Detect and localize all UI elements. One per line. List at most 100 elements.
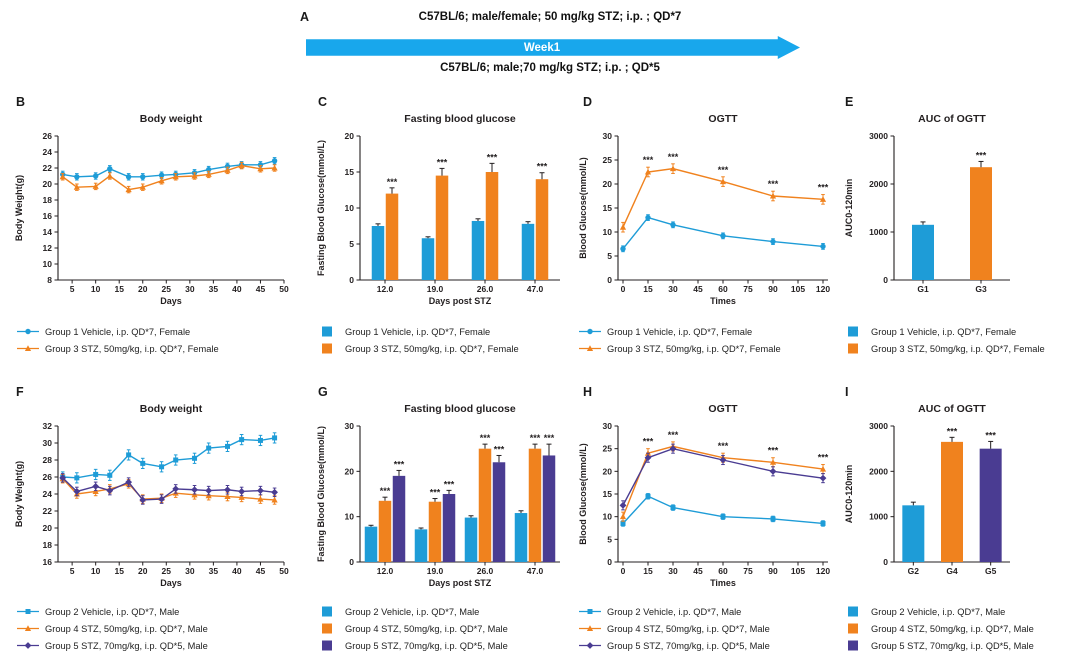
tick-label: 60	[718, 284, 728, 294]
tick-label: 28	[43, 455, 53, 465]
legend-marker-rect-icon	[322, 640, 332, 651]
panel-c-chart: Fasting blood glucose 0 5 10 15 20 Fasting Blo…	[312, 106, 570, 325]
legend-label: Group 3 STZ, 50mg/kg, i.p. QD*7, Female	[45, 343, 219, 354]
square-marker	[620, 520, 626, 526]
significance-stars: ***	[718, 441, 729, 451]
tick-label: 26	[43, 472, 53, 482]
legend-marker-triangle-icon	[17, 625, 39, 631]
tick-label: 30	[43, 438, 53, 448]
legend-item: Group 3 STZ, 50mg/kg, i.p. QD*7, Female	[16, 341, 219, 356]
bar	[378, 500, 392, 562]
tick-label: 25	[603, 444, 613, 454]
chart-svg-G: Fasting blood glucose 0 10 20 30 Fasting Bloo…	[316, 403, 560, 588]
tick-label: G2	[908, 566, 920, 576]
diamond-marker	[59, 474, 67, 482]
legend-label: Group 5 STZ, 70mg/kg, i.p. QD*5, Male	[871, 640, 1034, 651]
legend-item: Group 3 STZ, 50mg/kg, i.p. QD*7, Female	[842, 341, 1045, 356]
tick-label: 0	[883, 557, 888, 567]
legend-marker-rect-icon	[848, 640, 858, 651]
tick-label: 26	[43, 131, 53, 141]
tick-label: 18	[43, 195, 53, 205]
tick-label: 15	[643, 284, 653, 294]
legend-swatch	[848, 606, 858, 617]
legend-swatch	[848, 326, 858, 337]
legend-item: Group 1 Vehicle, i.p. QD*7, Female	[16, 324, 219, 339]
legend-label: Group 2 Vehicle, i.p. QD*7, Male	[871, 606, 1006, 617]
significance-stars: ***	[976, 150, 987, 160]
square-marker	[74, 475, 80, 481]
chart-svg-B: Body weight 8 10 12 14 16 18 20 22 24 26 Body Weigh…	[14, 113, 289, 306]
diamond-marker	[205, 487, 213, 494]
diamond-marker	[719, 456, 727, 464]
tick-label: 105	[791, 566, 805, 576]
tick-label: 47.0	[527, 284, 544, 294]
chart-svg-I: AUC of OGTT 0 1000 2000 3000 AUC0-120min G2 G4 G…	[844, 403, 1010, 576]
legend-label: Group 4 STZ, 50mg/kg, i.p. QD*7, Male	[871, 623, 1034, 634]
chart-title: Body weight	[140, 113, 203, 125]
triangle-marker	[205, 492, 212, 499]
panel-d-label: D	[583, 95, 593, 109]
tick-label: 10	[91, 284, 101, 294]
significance-stars: ***	[643, 155, 654, 165]
y-axis-label: Body Weight(g)	[14, 461, 24, 527]
legend-item: Group 3 STZ, 50mg/kg, i.p. QD*7, Female	[316, 341, 519, 356]
legend-marker-square-icon	[579, 609, 601, 614]
tick-label: 25	[162, 566, 172, 576]
triangle-marker	[669, 165, 677, 172]
diamond-marker	[125, 478, 133, 486]
legend-label: Group 1 Vehicle, i.p. QD*7, Female	[871, 326, 1017, 337]
legend-swatch	[322, 623, 332, 634]
chart-title: OGTT	[708, 113, 738, 125]
triangle-marker	[586, 625, 594, 631]
panel-c-legend: Group 1 Vehicle, i.p. QD*7, Female Group …	[316, 324, 519, 356]
significance-stars: ***	[668, 152, 679, 162]
legend-swatch	[322, 326, 332, 337]
circle-marker	[74, 174, 80, 180]
tick-label: 0	[621, 284, 626, 294]
square-marker	[645, 493, 651, 499]
tick-label: 30	[668, 566, 678, 576]
square-marker	[140, 460, 146, 466]
legend-marker-diamond-icon	[579, 642, 601, 649]
tick-label: G3	[975, 284, 987, 294]
tick-label: 35	[209, 566, 219, 576]
legend-label: Group 4 STZ, 50mg/kg, i.p. QD*7, Male	[45, 623, 208, 634]
chart-title: Fasting blood glucose	[404, 113, 516, 125]
panel-g-label: G	[318, 385, 328, 399]
circle-marker	[720, 233, 726, 239]
triangle-marker	[106, 172, 113, 179]
significance-stars: ***	[985, 430, 996, 440]
triangle-marker	[586, 345, 594, 351]
triangle-marker	[819, 196, 827, 202]
square-marker	[107, 472, 113, 478]
x-axis-label: Times	[710, 296, 736, 306]
tick-label: 45	[693, 284, 703, 294]
panel-i-legend: Group 2 Vehicle, i.p. QD*7, Male Group 4 …	[842, 604, 1034, 653]
chart-title: AUC of OGTT	[918, 113, 986, 125]
bar	[514, 513, 528, 562]
bar	[979, 448, 1002, 562]
legend-marker-rect-icon	[848, 326, 858, 337]
panel-b-legend: Group 1 Vehicle, i.p. QD*7, Female Group …	[16, 324, 219, 356]
tick-label: 5	[607, 534, 612, 544]
panel-f-chart: Body weight 16 18 20 22 24 26 28 30 32 Body Weight…	[10, 396, 294, 607]
panel-i-chart: AUC of OGTT 0 1000 2000 3000 AUC0-120min G2 G4 G…	[840, 396, 1046, 607]
circle-marker	[224, 163, 231, 170]
tick-label: 120	[816, 284, 830, 294]
square-marker	[206, 445, 212, 451]
bar	[464, 517, 478, 562]
chart-svg-F: Body weight 16 18 20 22 24 26 28 30 32 Body Weight…	[14, 403, 289, 588]
significance-stars: ***	[380, 486, 391, 496]
diamond-marker	[139, 496, 147, 504]
bar	[414, 529, 428, 562]
panel-d-chart: OGTT 0 5 10 15 20 25 30 Blood Glucose(mmol/L) Tim…	[574, 106, 838, 325]
tick-label: G1	[917, 284, 929, 294]
square-marker	[239, 437, 245, 443]
legend-item: Group 3 STZ, 50mg/kg, i.p. QD*7, Female	[578, 341, 781, 356]
legend-label: Group 1 Vehicle, i.p. QD*7, Female	[607, 326, 753, 337]
significance-stars: ***	[537, 162, 548, 172]
bar	[435, 175, 449, 280]
diamond-marker	[24, 642, 32, 649]
legend-marker-rect-icon	[848, 623, 858, 634]
square-marker	[670, 505, 676, 511]
